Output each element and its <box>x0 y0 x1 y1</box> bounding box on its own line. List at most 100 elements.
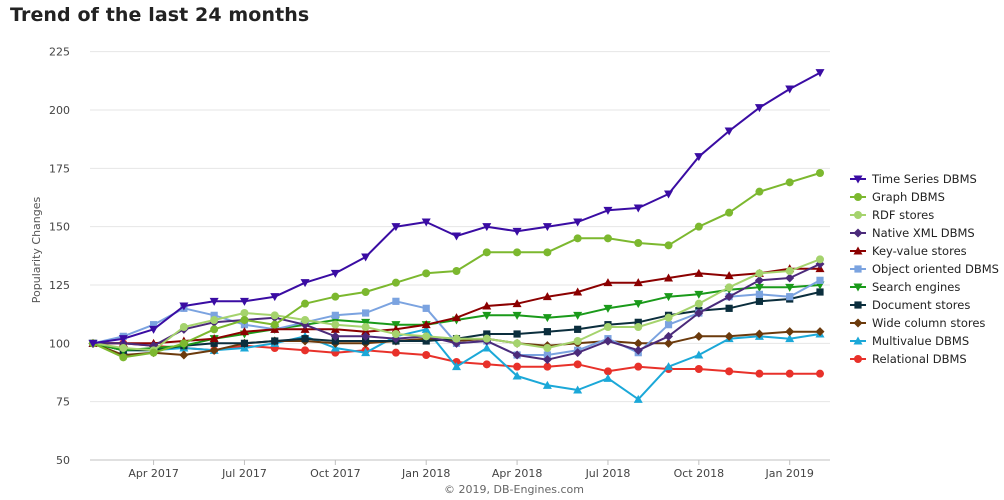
legend-item[interactable]: Wide column stores <box>850 316 985 330</box>
legend-marker <box>854 265 862 273</box>
data-point <box>816 276 824 284</box>
data-point <box>786 293 794 301</box>
legend-item[interactable]: Time Series DBMS <box>850 172 977 186</box>
series-wide-column-stores <box>88 327 825 360</box>
data-point <box>513 330 521 338</box>
data-point <box>755 290 764 298</box>
data-point <box>664 293 674 302</box>
data-point <box>633 204 643 213</box>
legend-item[interactable]: Object oriented DBMS <box>850 262 999 276</box>
data-point <box>301 335 309 343</box>
data-point <box>573 218 583 227</box>
legend-label: Multivalue DBMS <box>872 334 969 348</box>
data-point <box>633 300 643 309</box>
series-time-series-dbms <box>88 69 825 348</box>
legend-label: Wide column stores <box>872 316 985 330</box>
data-point <box>694 331 704 341</box>
data-point <box>633 338 643 348</box>
data-point <box>633 394 643 403</box>
x-tick-label: Apr 2017 <box>128 467 179 480</box>
x-tick-label: Jul 2017 <box>221 467 267 480</box>
legend-item[interactable]: Search engines <box>850 280 960 294</box>
series-line <box>92 71 821 345</box>
data-point <box>362 337 370 345</box>
y-tick-label: 175 <box>49 162 70 175</box>
data-point <box>119 353 128 362</box>
data-point <box>816 169 824 177</box>
data-point <box>88 339 98 348</box>
data-point <box>240 316 249 324</box>
data-point <box>301 346 310 355</box>
data-point <box>210 339 218 347</box>
data-point <box>118 335 128 344</box>
data-point <box>542 292 552 301</box>
data-point <box>482 311 492 320</box>
data-point <box>634 323 643 331</box>
x-tick-label: Jan 2019 <box>764 467 813 480</box>
data-point <box>694 350 704 359</box>
data-point <box>270 293 280 302</box>
data-point <box>422 269 431 278</box>
legend-item[interactable]: Multivalue DBMS <box>850 334 969 348</box>
data-point <box>512 311 522 320</box>
data-point <box>634 362 643 371</box>
data-point <box>816 369 824 378</box>
data-point <box>634 239 643 247</box>
legend-item[interactable]: Relational DBMS <box>850 352 967 366</box>
data-point <box>330 331 340 341</box>
data-point <box>209 345 219 355</box>
data-point <box>543 248 552 257</box>
data-point <box>240 321 249 329</box>
legend-label: Document stores <box>872 298 970 312</box>
data-point <box>270 311 279 320</box>
x-tick-label: Oct 2018 <box>674 467 725 480</box>
data-point <box>694 153 704 162</box>
data-point <box>361 318 371 327</box>
data-point <box>725 304 733 312</box>
data-point <box>421 320 431 329</box>
data-point <box>270 324 280 333</box>
data-point <box>664 338 674 348</box>
y-tick-label: 125 <box>49 279 70 292</box>
data-point <box>724 292 734 302</box>
data-point <box>633 345 643 355</box>
data-point <box>785 273 795 283</box>
data-point <box>271 337 279 345</box>
data-point <box>754 104 764 113</box>
data-point <box>512 371 522 380</box>
legend-item[interactable]: RDF stores <box>850 208 934 222</box>
data-point <box>361 331 371 341</box>
legend-item[interactable]: Graph DBMS <box>850 190 945 204</box>
legend-label: Search engines <box>872 280 960 294</box>
series-line <box>92 172 821 359</box>
data-point <box>482 360 491 369</box>
data-point <box>270 320 279 329</box>
data-point <box>422 351 431 359</box>
legend-marker <box>854 211 862 219</box>
data-point <box>603 336 613 346</box>
data-point <box>664 313 673 322</box>
data-point <box>361 288 370 296</box>
data-point <box>694 308 704 318</box>
y-tick-label: 50 <box>56 454 70 467</box>
data-point <box>634 318 642 326</box>
legend-marker <box>853 175 863 184</box>
legend-item[interactable]: Key-value stores <box>850 244 967 258</box>
data-point <box>785 283 795 292</box>
data-point <box>754 275 764 285</box>
data-point <box>391 348 400 357</box>
data-point <box>482 223 492 232</box>
data-point <box>391 330 400 338</box>
legend-item[interactable]: Native XML DBMS <box>850 226 975 240</box>
data-point <box>755 269 764 278</box>
legend-label: Native XML DBMS <box>872 226 975 240</box>
y-tick-label: 225 <box>49 46 70 59</box>
data-point <box>210 311 218 319</box>
legend-item[interactable]: Document stores <box>850 298 970 312</box>
data-point <box>240 339 249 347</box>
data-point <box>149 325 159 334</box>
data-point <box>694 290 704 299</box>
data-point <box>542 380 552 389</box>
data-point <box>725 283 734 292</box>
